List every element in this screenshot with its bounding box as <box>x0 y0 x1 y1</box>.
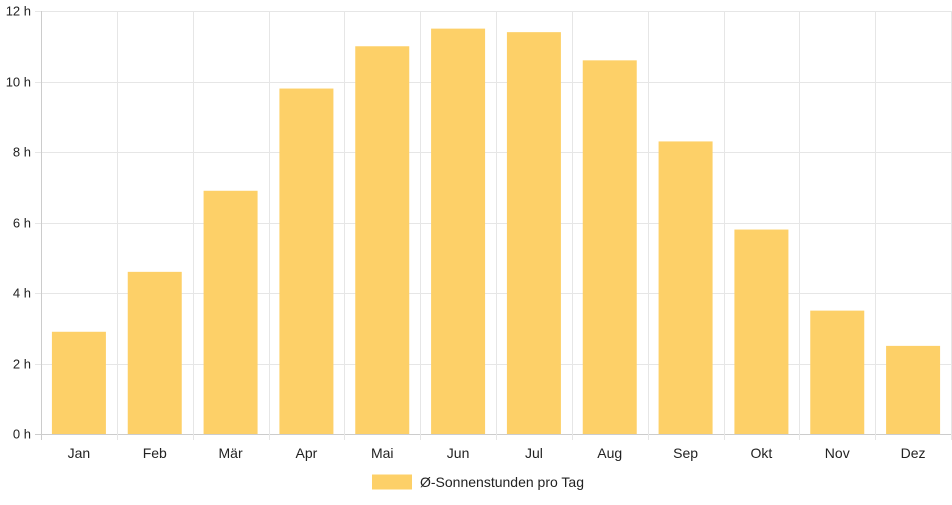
y-axis: 0 h 2 h 4 h 6 h 8 h 10 h 12 h <box>6 4 31 442</box>
x-tick-label: Apr <box>296 445 318 461</box>
x-tick-label: Mär <box>219 445 243 461</box>
bar-Feb[interactable] <box>127 271 182 434</box>
x-tick-label: Jan <box>68 445 91 461</box>
x-tick-label: Nov <box>825 445 850 461</box>
x-tick-label: Jul <box>525 445 543 461</box>
bar-Mai[interactable] <box>355 46 410 434</box>
bars <box>51 28 941 435</box>
bar-Sep[interactable] <box>658 141 713 435</box>
legend[interactable]: Ø-Sonnenstunden pro Tag <box>372 474 584 490</box>
x-tick-label: Okt <box>751 445 773 461</box>
bar-Mär[interactable] <box>203 190 258 434</box>
bar-Nov[interactable] <box>810 310 865 434</box>
y-tick-label: 0 h <box>13 427 31 442</box>
x-tick-label: Feb <box>143 445 167 461</box>
bar-Jul[interactable] <box>506 32 561 435</box>
x-axis: Jan Feb Mär Apr Mai Jun Jul Aug Sep Okt Nov Dez <box>68 445 926 461</box>
x-tick-label: Dez <box>901 445 926 461</box>
y-tick-label: 2 h <box>13 357 31 372</box>
y-tick-label: 4 h <box>13 286 31 301</box>
bar-Okt[interactable] <box>734 229 789 434</box>
x-tick-label: Jun <box>447 445 470 461</box>
x-tick-label: Mai <box>371 445 394 461</box>
bar-Jan[interactable] <box>51 331 106 434</box>
bar-Apr[interactable] <box>279 88 334 435</box>
y-tick-label: 12 h <box>6 4 31 19</box>
bar-Jun[interactable] <box>431 28 486 434</box>
legend-swatch <box>372 474 413 490</box>
legend-label: Ø-Sonnenstunden pro Tag <box>420 474 584 490</box>
y-tick-label: 6 h <box>13 216 31 231</box>
y-tick-label: 10 h <box>6 75 31 90</box>
y-tick-label: 8 h <box>13 145 31 160</box>
bar-Dez[interactable] <box>886 345 941 434</box>
x-tick-label: Sep <box>673 445 698 461</box>
grid-lines <box>35 11 952 440</box>
x-tick-label: Aug <box>597 445 622 461</box>
bar-Aug[interactable] <box>582 60 637 434</box>
